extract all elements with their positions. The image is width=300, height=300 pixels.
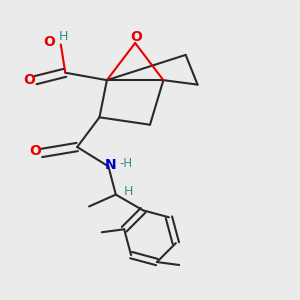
Text: H: H [59,30,68,43]
Text: N: N [105,158,117,172]
Text: O: O [44,34,56,49]
Text: -H: -H [119,157,132,170]
Text: H: H [124,184,133,197]
Text: O: O [23,73,35,87]
Text: O: O [131,30,142,44]
Text: O: O [29,145,41,158]
